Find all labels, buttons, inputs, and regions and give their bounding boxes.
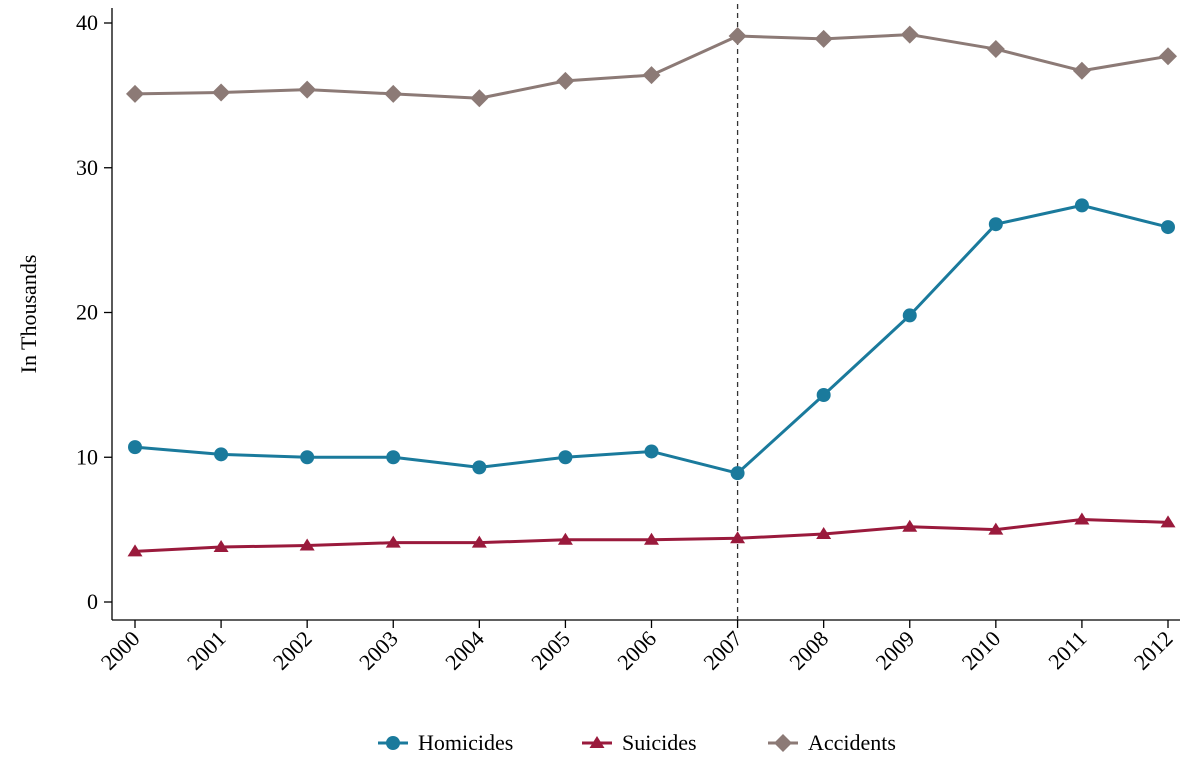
x-tick-label: 2005	[526, 626, 575, 675]
x-tick-label: 2004	[440, 626, 489, 675]
suicides-point	[471, 535, 487, 548]
suicides-legend-marker	[589, 736, 605, 748]
homicides-point	[300, 450, 315, 465]
homicides-point	[128, 440, 142, 455]
y-ticks: 0 10 20 30 40	[76, 10, 112, 614]
suicides-point	[1074, 512, 1090, 525]
accidents-point	[1072, 61, 1091, 80]
accidents-point	[814, 29, 833, 48]
suicides-point	[644, 532, 659, 545]
x-tick-label: 2003	[354, 626, 403, 675]
x-tick-label: 2010	[957, 626, 1006, 675]
homicides-point	[988, 217, 1003, 232]
homicides-point	[214, 447, 229, 462]
homicides-legend-marker	[386, 736, 400, 750]
suicides-point	[988, 522, 1004, 535]
suicides-point	[299, 538, 315, 551]
accidents-point	[384, 84, 403, 103]
homicides-point	[644, 444, 659, 459]
x-tick-label: 2001	[182, 626, 231, 675]
x-tick-label: 2006	[612, 626, 661, 675]
homicides-point	[472, 460, 487, 475]
accidents-point	[986, 40, 1005, 59]
suicides-point	[1160, 515, 1176, 528]
homicides-point	[386, 450, 401, 465]
accidents-legend-marker	[774, 734, 792, 752]
homicides-legend-label: Homicides	[418, 730, 513, 755]
x-tick-label: 2000	[96, 626, 145, 675]
suicides-point	[557, 532, 573, 545]
x-tick-label: 2002	[268, 626, 317, 675]
x-tick-label: 2011	[1043, 626, 1091, 674]
x-tick-label: 2008	[784, 626, 833, 675]
accidents-point	[728, 27, 747, 46]
homicides-series	[128, 198, 1175, 481]
series-layer	[126, 25, 1177, 557]
accidents-point	[900, 25, 919, 44]
accidents-point	[126, 84, 144, 103]
accidents-point	[212, 83, 231, 102]
y-tick-label: 30	[76, 155, 98, 180]
accidents-legend-label: Accidents	[808, 730, 896, 755]
homicides-point	[730, 466, 745, 481]
y-tick-label: 0	[87, 589, 98, 614]
suicides-legend-label: Suicides	[622, 730, 697, 755]
homicides-point	[558, 450, 573, 465]
y-tick-label: 10	[76, 444, 98, 469]
x-tick-label: 2009	[870, 626, 919, 675]
axes	[111, 8, 1180, 621]
homicides-point	[816, 388, 831, 403]
suicides-point	[385, 535, 401, 548]
x-tick-label: 2012	[1129, 626, 1178, 675]
accidents-series	[126, 25, 1177, 108]
suicides-point	[816, 526, 832, 539]
suicides-series	[127, 512, 1176, 557]
y-tick-label: 20	[76, 300, 98, 325]
suicides-point	[213, 539, 229, 552]
accidents-point	[556, 71, 575, 90]
accidents-point	[1159, 47, 1177, 66]
suicides-point	[730, 531, 746, 544]
homicides-point	[902, 308, 917, 323]
homicides-point	[1074, 198, 1089, 213]
suicides-point	[902, 519, 918, 532]
y-tick-label: 40	[76, 10, 98, 35]
homicides-point	[1161, 220, 1175, 235]
accidents-point	[298, 80, 317, 99]
homicides-line	[134, 203, 1169, 475]
x-ticks: 2000 2001 2002 2003 2004 2005 2006 2007 2008 2009…	[96, 620, 1178, 675]
legend: Homicides Suicides Accidents	[378, 730, 896, 755]
y-axis-label: In Thousands	[16, 255, 41, 374]
accidents-point	[470, 89, 489, 108]
x-tick-label: 2007	[698, 626, 747, 675]
suicides-point	[127, 544, 143, 557]
accidents-point	[642, 66, 661, 85]
